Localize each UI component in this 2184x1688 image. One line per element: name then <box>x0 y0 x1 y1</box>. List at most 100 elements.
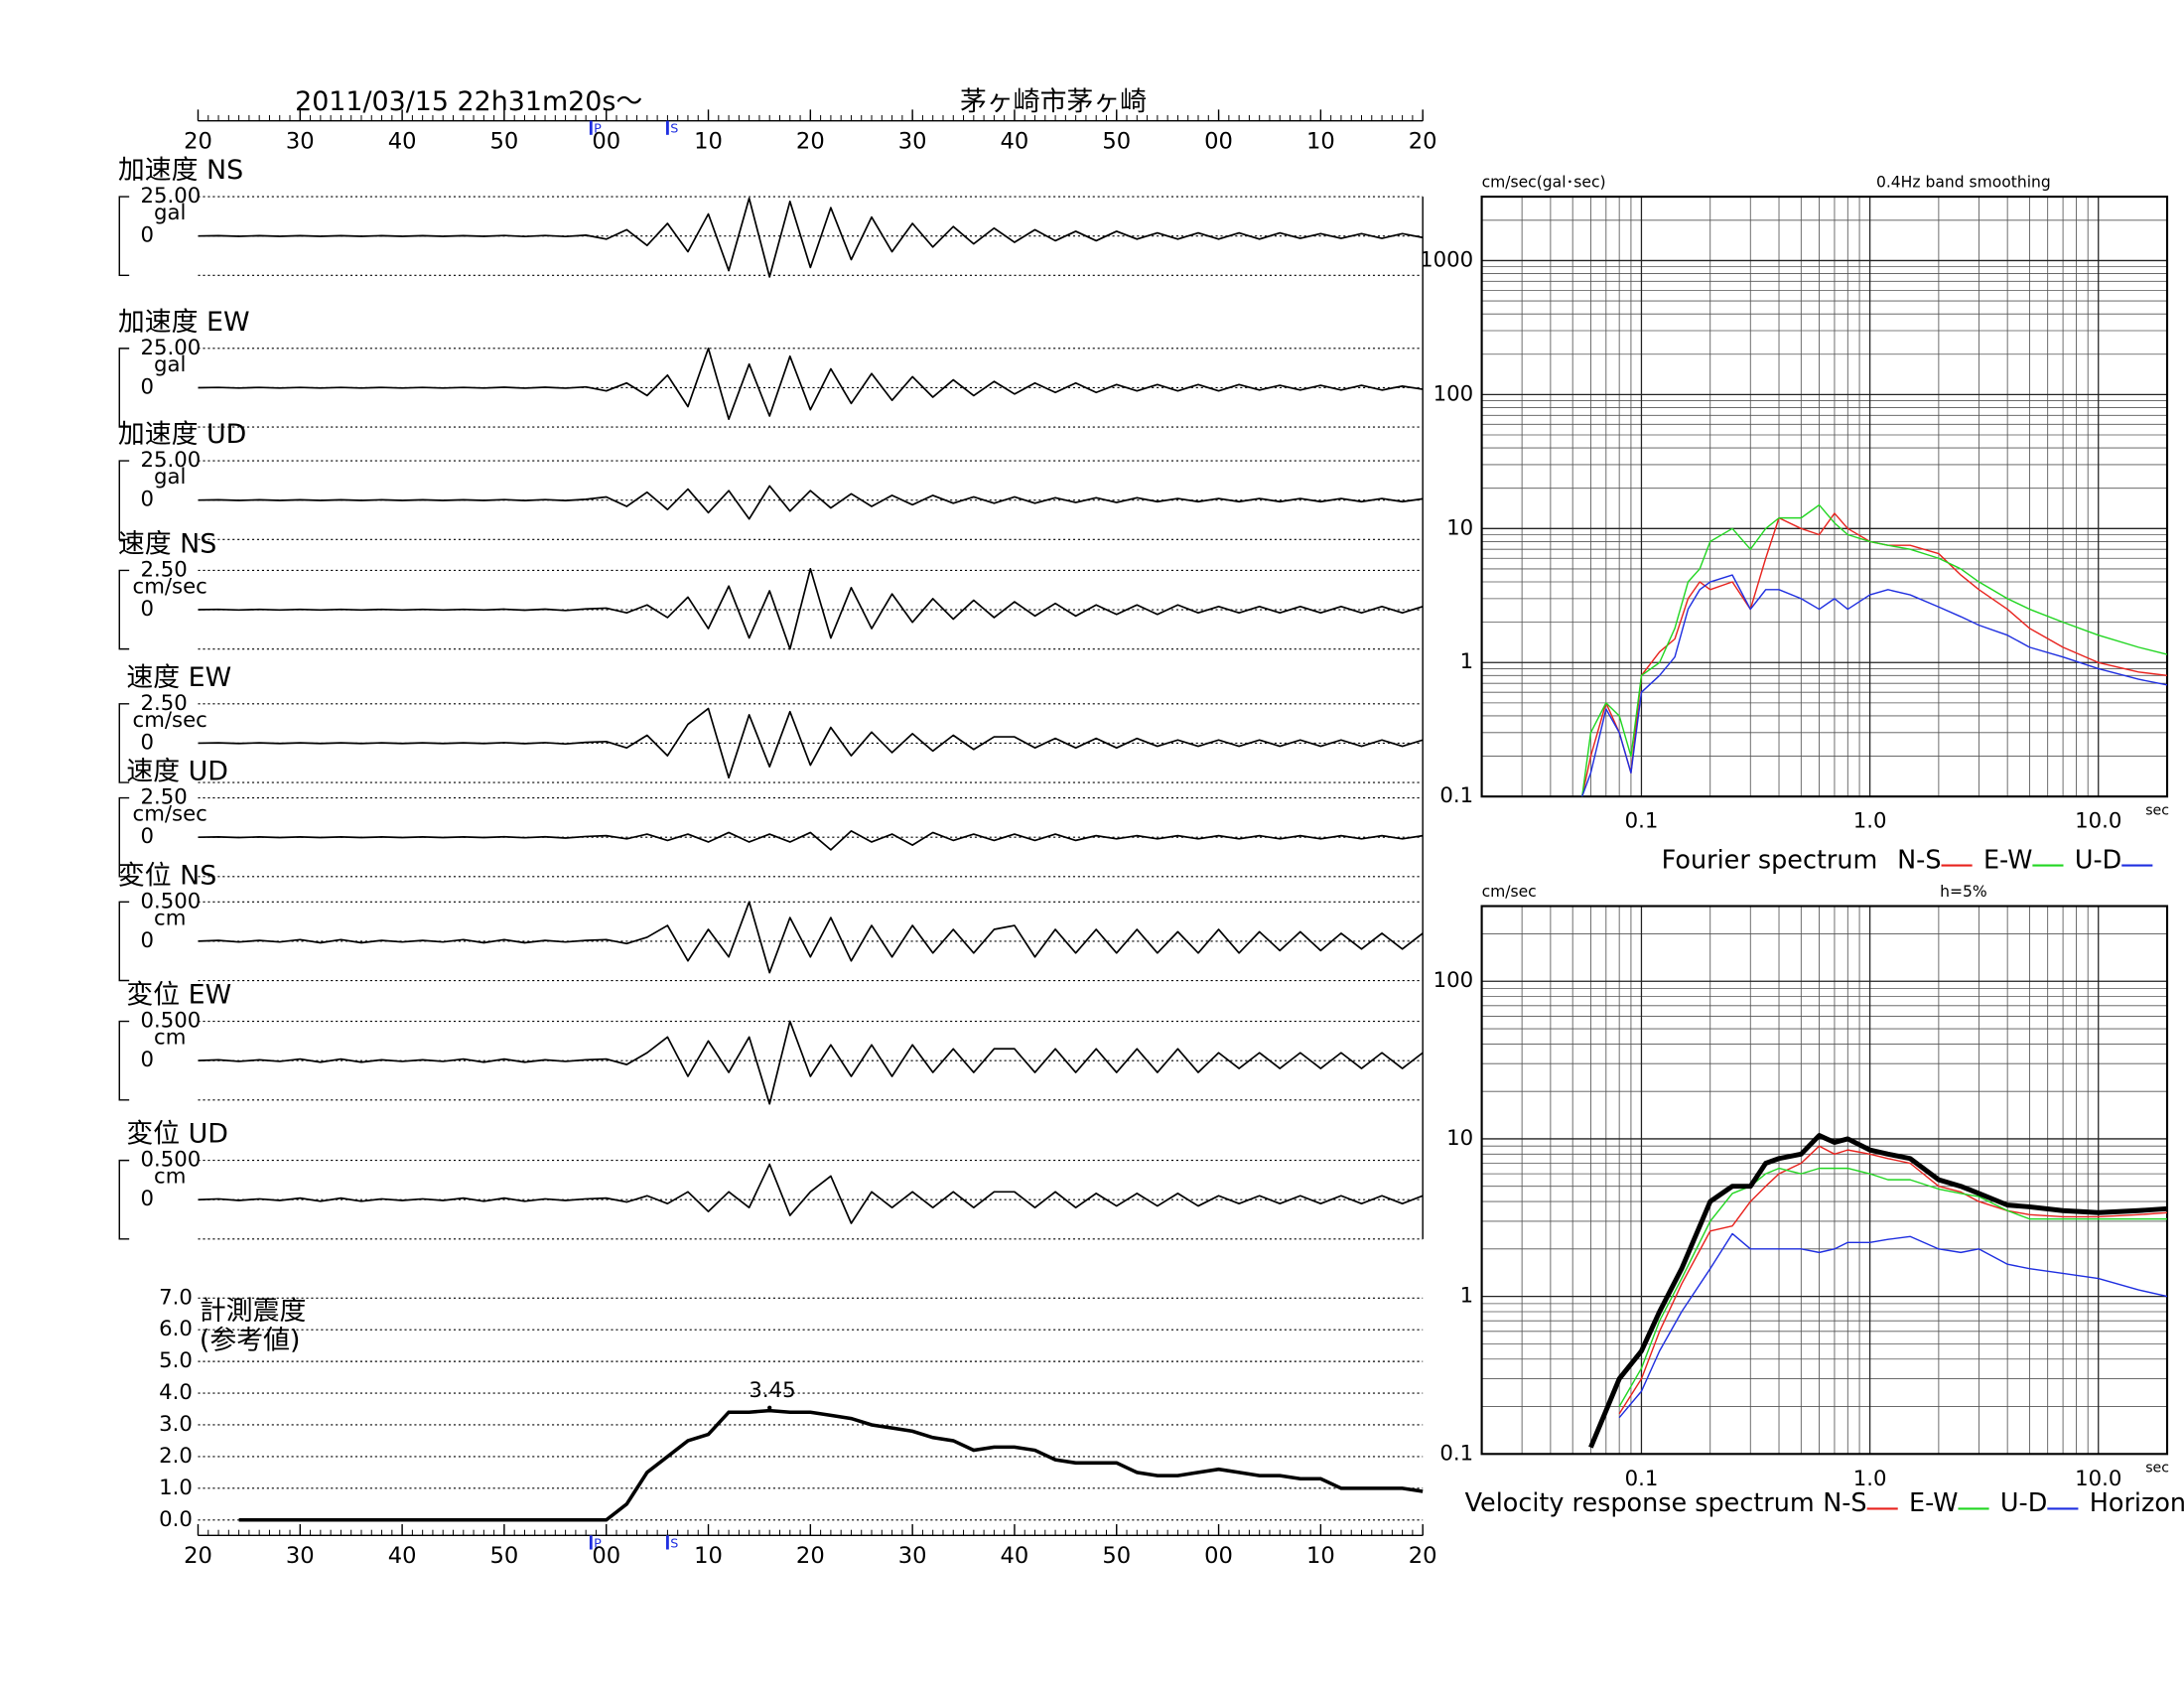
x-tick-label: 40 <box>1001 1543 1029 1569</box>
y-tick-label: 0 <box>140 223 154 248</box>
y-tick-label: 0 <box>140 824 154 849</box>
y-tick-label: 0 <box>140 928 154 953</box>
y-tick-label: 1000 <box>1420 247 1473 272</box>
y-axis-label: cm/sec(gal･sec) <box>1482 173 1606 191</box>
note: h=5% <box>1940 883 1987 901</box>
panel-title: 変位 EW <box>126 980 231 1011</box>
spectrum-line <box>1588 1133 2168 1449</box>
x-tick-label: 0.1 <box>1625 809 1659 834</box>
phase-label: P <box>594 1536 602 1551</box>
spectrum-line <box>1618 1167 2168 1407</box>
phase-label: S <box>670 122 678 137</box>
x-tick-label: 10 <box>1306 128 1335 154</box>
y-tick-label: 10 <box>1446 515 1473 540</box>
unit-label: cm/sec <box>133 708 207 733</box>
panel-bracket <box>118 460 130 540</box>
waveform-trace <box>198 1020 1424 1105</box>
x-tick-label: 50 <box>490 1543 519 1569</box>
spectrum-line <box>1581 512 2168 797</box>
waveform-trace <box>198 567 1424 650</box>
y-tick-label: 25.00 <box>140 336 201 360</box>
x-tick-label: 20 <box>184 128 212 154</box>
panel-title: 速度 UD <box>126 757 228 787</box>
x-tick-label: 50 <box>1102 128 1131 154</box>
panel-title: 加速度 UD <box>118 419 247 450</box>
panel-bracket <box>118 703 130 783</box>
y-tick-label: 25.00 <box>140 184 201 209</box>
x-tick-label: 00 <box>592 1543 620 1569</box>
y-tick-label: 0.500 <box>140 1148 201 1173</box>
panel-bracket <box>118 569 130 650</box>
y-tick-label: 7.0 <box>159 1285 193 1310</box>
y-tick-label: 4.0 <box>159 1380 193 1405</box>
panel-bracket <box>118 1020 130 1101</box>
y-tick-label: 1.0 <box>159 1476 193 1500</box>
waveform-trace <box>198 901 1424 974</box>
x-tick-label: 20 <box>184 1543 212 1569</box>
x-tick-label: 40 <box>1001 128 1029 154</box>
y-tick-label: 0 <box>140 1048 154 1072</box>
chart-subtitle: (参考値) <box>200 1326 301 1356</box>
panel-title: 加速度 EW <box>118 307 250 338</box>
x-tick-label: 20 <box>1409 1543 1437 1569</box>
waveform-trace <box>198 830 1424 851</box>
y-tick-label: 0 <box>140 488 154 512</box>
unit-label: gal <box>154 352 186 377</box>
panel-title: 変位 NS <box>118 860 216 891</box>
x-tick-label: 50 <box>1102 1543 1131 1569</box>
legend-label: U-D <box>2075 845 2121 875</box>
x-tick-label: 20 <box>796 128 825 154</box>
legend-label: E-W <box>1983 845 2032 875</box>
intensity-line <box>238 1408 1424 1522</box>
y-tick-label: 2.50 <box>140 691 187 716</box>
plot-frame <box>1480 905 2169 1456</box>
x-tick-label: 0.1 <box>1625 1467 1659 1491</box>
y-tick-label: 2.50 <box>140 785 187 810</box>
legend-label: Horizon <box>2090 1488 2184 1518</box>
panel-bracket <box>118 348 130 428</box>
unit-label: gal <box>154 465 186 490</box>
x-tick-label: 40 <box>388 128 417 154</box>
y-tick-label: 1 <box>1460 1284 1474 1309</box>
x-tick-label: 10 <box>1306 1543 1335 1569</box>
waveform-trace <box>198 348 1424 421</box>
legend-title: Velocity response spectrum <box>1465 1488 1815 1518</box>
y-tick-label: 25.00 <box>140 448 201 473</box>
legend-label: E-W <box>1909 1488 1958 1518</box>
legend-label: U-D <box>2000 1488 2047 1518</box>
x-tick-label: 10.0 <box>2075 1467 2121 1491</box>
x-tick-label: 00 <box>1204 1543 1233 1569</box>
panel-bracket <box>118 796 130 878</box>
y-tick-label: 0.500 <box>140 889 201 914</box>
panel-bracket <box>118 196 130 277</box>
x-tick-label: 10.0 <box>2075 809 2121 834</box>
y-tick-label: 6.0 <box>159 1317 193 1341</box>
note: 0.4Hz band smoothing <box>1876 173 2051 191</box>
phase-label: P <box>594 122 602 137</box>
panel-title: 速度 EW <box>126 662 231 693</box>
legend-label: N-S <box>1823 1488 1866 1518</box>
legend-title: Fourier spectrum <box>1662 845 1878 875</box>
waveform-trace <box>198 197 1424 278</box>
x-tick-label: 30 <box>286 1543 315 1569</box>
unit-label: cm <box>154 1165 186 1190</box>
peak-dot <box>767 1405 772 1410</box>
y-tick-label: 5.0 <box>159 1348 193 1373</box>
legend-label: N-S <box>1897 845 1941 875</box>
waveform-trace <box>198 485 1424 520</box>
chart-title: 2011/03/15 22h31m20s～ <box>295 86 642 117</box>
panel-title: 加速度 NS <box>118 155 243 186</box>
y-tick-label: 1 <box>1460 649 1474 674</box>
x-tick-label: 10 <box>694 128 723 154</box>
x-tick-label: 40 <box>388 1543 417 1569</box>
y-tick-label: 0.500 <box>140 1009 201 1034</box>
y-tick-label: 0.1 <box>1439 783 1473 808</box>
station-name: 茅ヶ崎市茅ヶ崎 <box>960 86 1147 117</box>
unit-label: cm/sec <box>133 574 207 599</box>
x-tick-label: 50 <box>490 128 519 154</box>
y-tick-label: 0 <box>140 597 154 622</box>
x-tick-label: 20 <box>796 1543 825 1569</box>
y-tick-label: 2.0 <box>159 1444 193 1469</box>
